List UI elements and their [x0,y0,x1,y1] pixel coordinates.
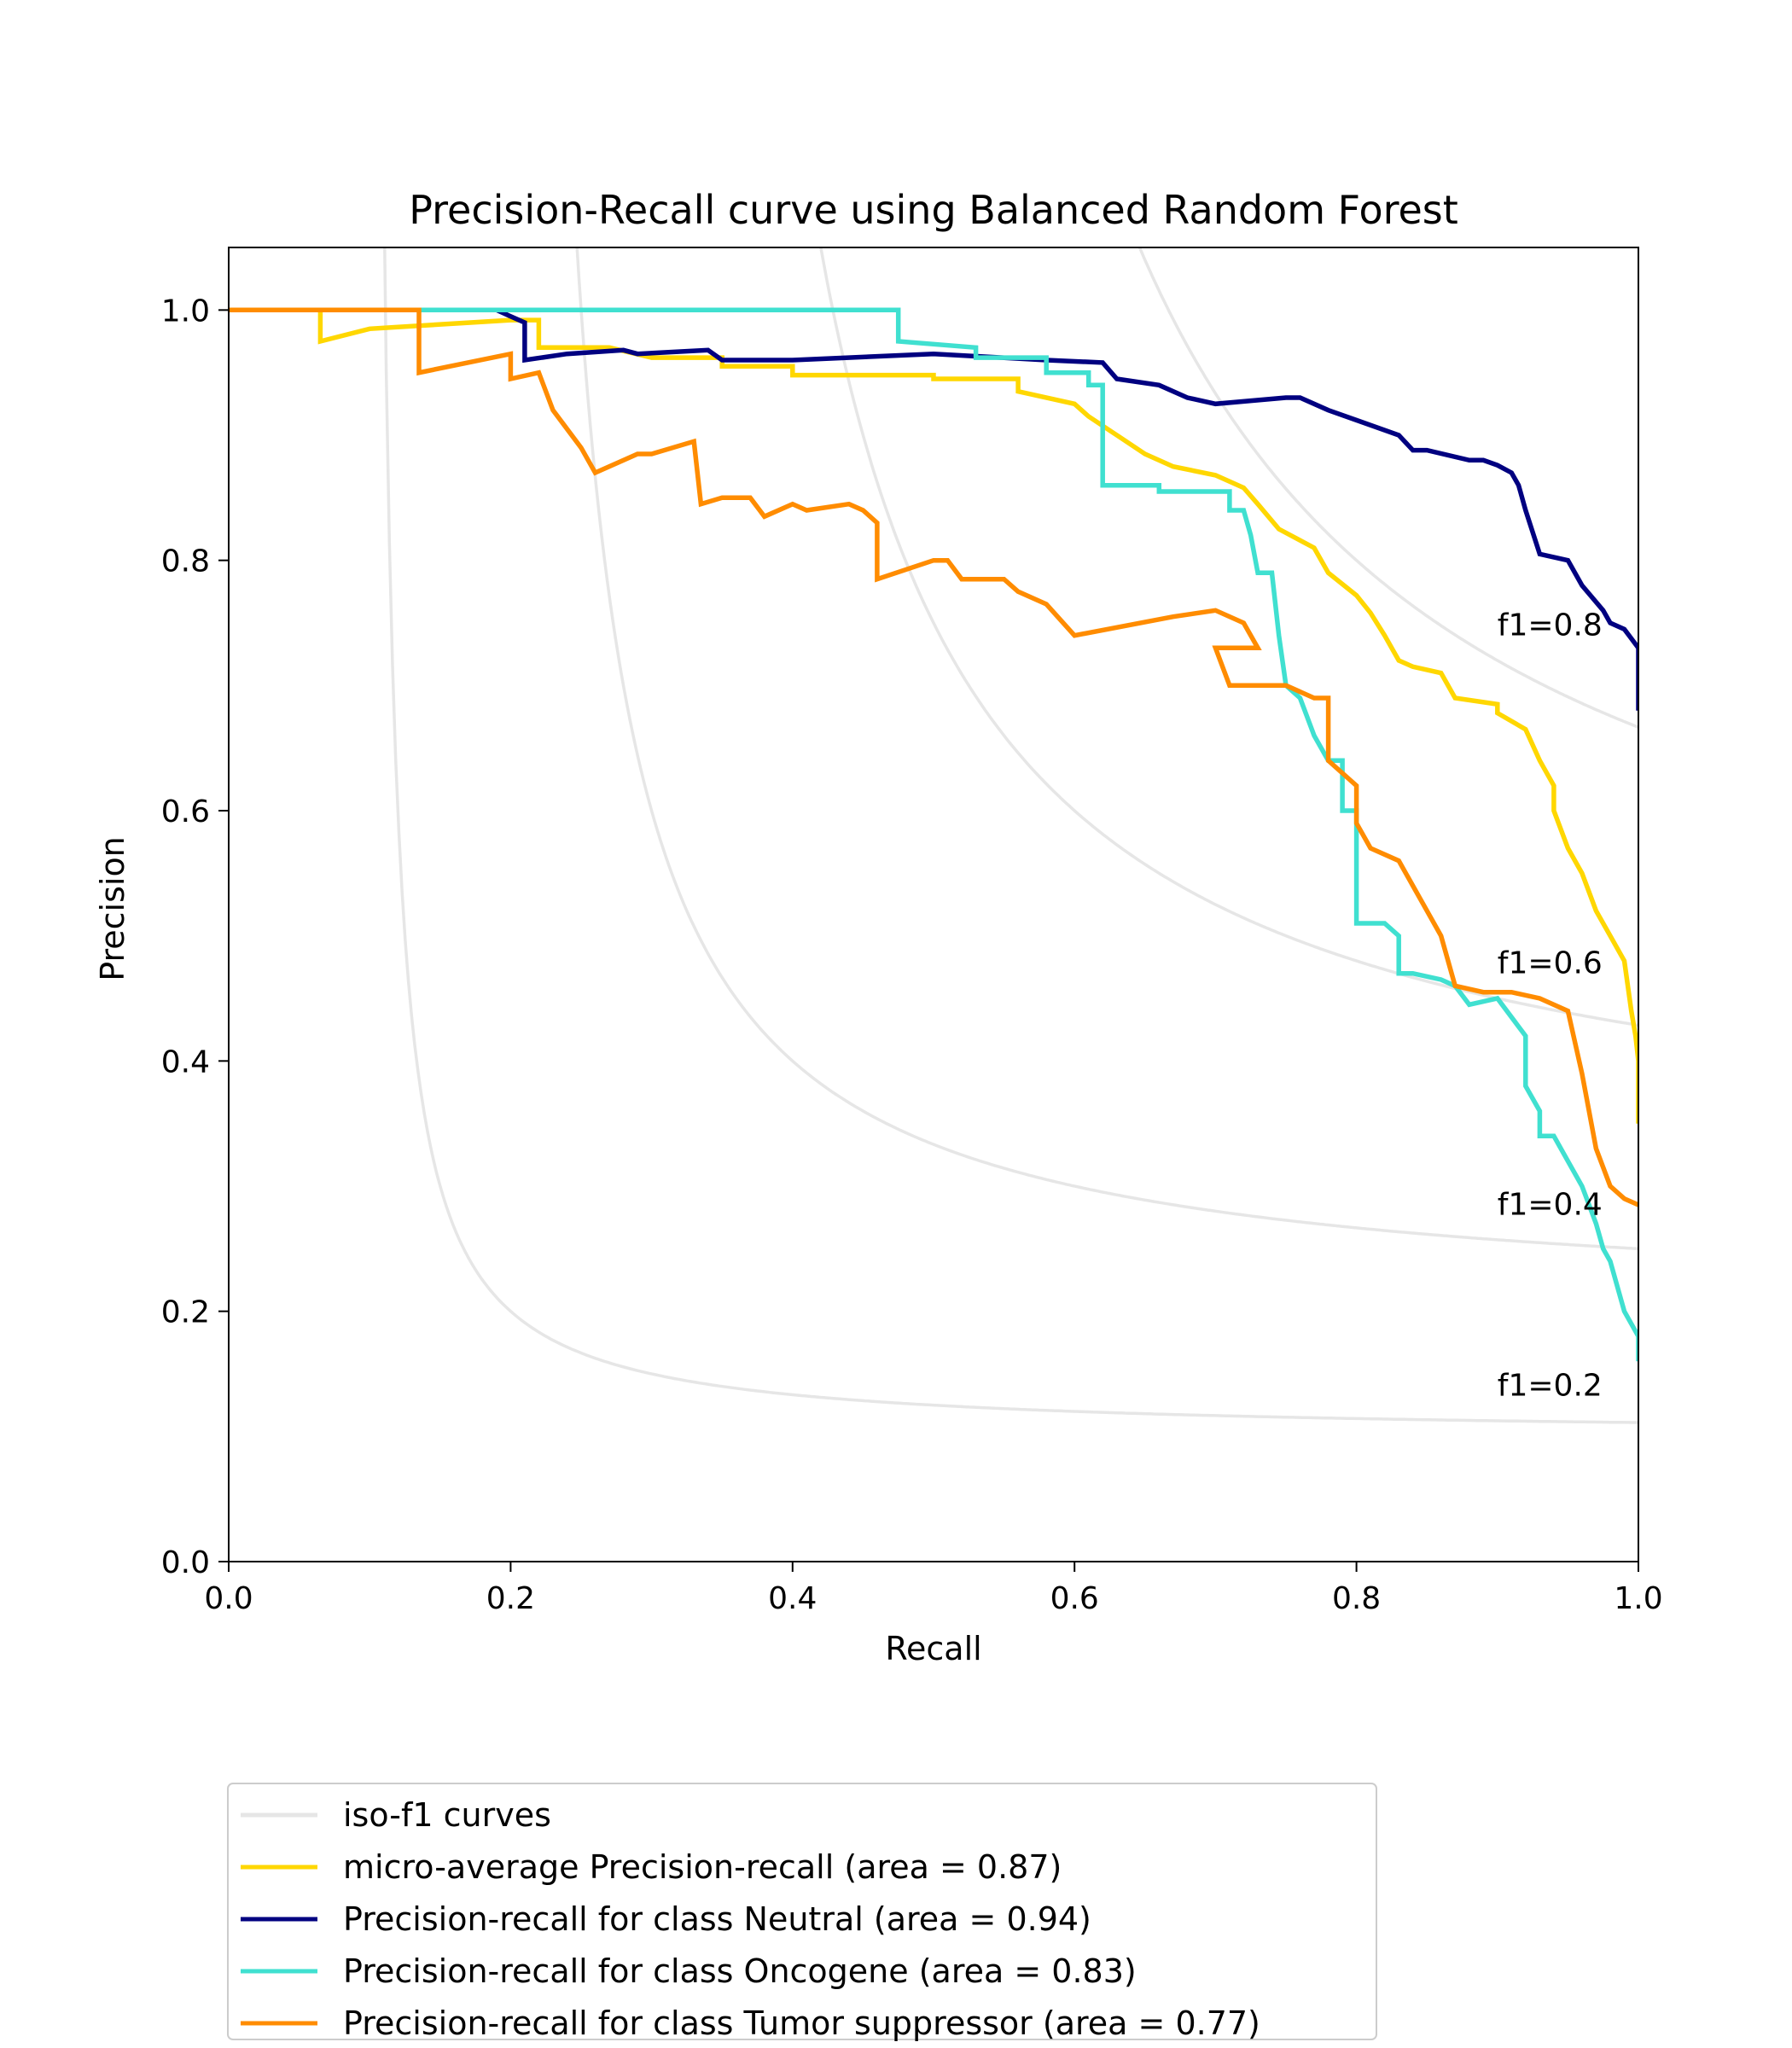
iso-f1-label-4: f1=0.8 [1498,608,1603,643]
y-tick-label: 0.8 [161,544,210,579]
series-line-3 [229,307,1638,1362]
legend-entry-micro-average: micro-average Precision-recall (area = 0… [343,1848,1062,1886]
iso-f1-curve-3 [819,247,1638,1027]
iso-f1-curves [383,247,1638,1424]
legend-frame [227,1783,1377,2040]
legend-entry-tumor-suppressor: Precision-recall for class Tumor suppres… [343,2004,1260,2042]
iso-f1-labels: f1=0.2 f1=0.4 f1=0.6 f1=0.8 [1498,608,1603,1404]
chart-title: Precision-Recall curve using Balanced Ra… [409,187,1458,233]
iso-f1-curve-4 [1137,247,1638,729]
y-tick-label: 0.6 [161,794,210,829]
series-line-1 [229,307,1638,1124]
series-line-4 [229,307,1638,1207]
legend-entry-oncogene: Precision-recall for class Oncogene (are… [343,1952,1137,1990]
iso-f1-label-1: f1=0.2 [1498,1369,1603,1404]
x-tick-label: 0.2 [486,1581,535,1616]
x-axis-ticks: 0.0 0.2 0.4 0.6 0.8 1.0 [204,1562,1663,1616]
y-tick-label: 1.0 [161,294,210,329]
series-lines [229,307,1638,1362]
iso-f1-curve-1 [383,247,1638,1424]
plot-frame [228,247,1639,1562]
x-tick-label: 0.6 [1050,1581,1099,1616]
legend: iso-f1 curves micro-average Precision-re… [227,1783,1377,2042]
y-axis-label: Precision [94,836,131,981]
y-tick-label: 0.0 [161,1545,210,1580]
x-tick-label: 0.0 [204,1581,253,1616]
iso-f1-curve-2 [575,247,1638,1251]
iso-f1-label-2: f1=0.4 [1498,1188,1603,1223]
x-tick-label: 0.4 [768,1581,817,1616]
x-axis-label: Recall [885,1630,981,1667]
y-axis-ticks: 0.0 0.2 0.4 0.6 0.8 1.0 [161,294,229,1580]
x-tick-label: 0.8 [1332,1581,1381,1616]
series-line-2 [229,307,1638,711]
y-tick-label: 0.4 [161,1044,210,1079]
y-tick-label: 0.2 [161,1295,210,1330]
x-tick-label: 1.0 [1614,1581,1662,1616]
legend-entry-neutral: Precision-recall for class Neutral (area… [343,1900,1091,1938]
legend-entry-iso-f1: iso-f1 curves [343,1796,551,1834]
iso-f1-label-3: f1=0.6 [1498,946,1603,981]
